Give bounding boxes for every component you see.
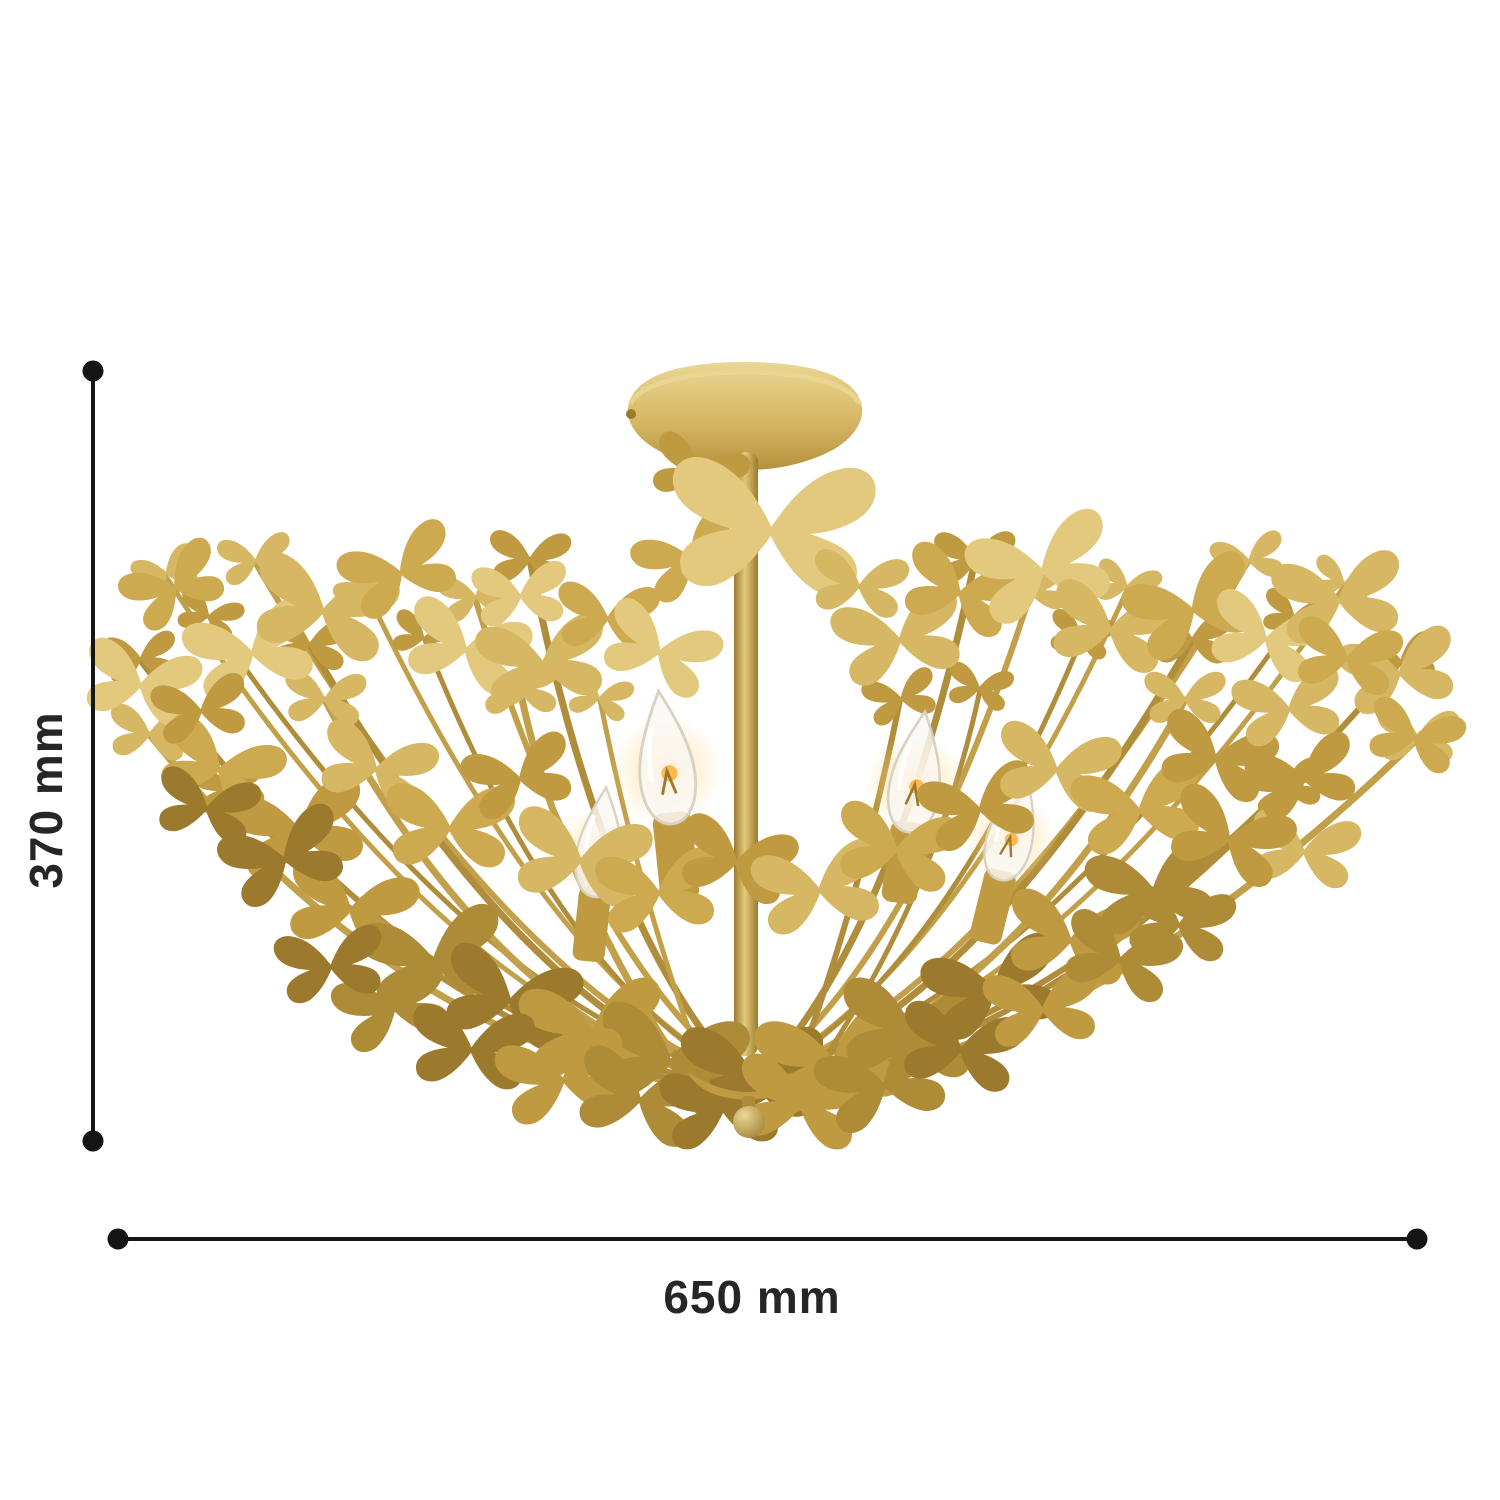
butterflies-lower [159,731,1356,1150]
butterfly [861,667,936,726]
butterfly [982,966,1098,1047]
butterfly [1128,882,1237,962]
bulb-highlight [897,741,913,791]
butterfly [150,672,245,744]
chandelier-finial [688,1072,808,1138]
butterfly [949,661,1015,711]
bulb-socket [572,886,611,963]
bulb-highlight [646,726,654,782]
candle-bulb [611,687,723,903]
butterfly [1211,588,1329,683]
butterfly [1171,783,1297,888]
butterfly [408,596,533,696]
butterfly [579,1045,710,1147]
bulb-socket [970,868,1016,945]
butterfly [815,549,910,618]
filament-wire [999,833,1013,858]
width-dimension [107,1228,1428,1250]
width-dimension-label: 650 mm [663,1271,841,1323]
butterfly [357,903,500,1010]
canopy-screw [626,409,636,419]
butterfly [177,586,245,642]
butterfly [1070,758,1199,855]
butterfly [603,598,724,698]
butterfly [460,731,572,820]
butterfly [336,519,457,619]
butterfly [118,537,225,631]
butterfly [1161,708,1279,803]
butterflies-upper [86,508,1467,774]
width-dimension-left-dot [107,1228,129,1250]
butterfly [1144,671,1226,724]
butterfly [840,800,962,892]
butterfly [159,766,262,845]
butterfly [1231,665,1340,747]
height-dimension [82,360,104,1152]
height-dimension-label: 370 mm [20,711,72,889]
butterfly [904,1000,1026,1092]
butterfly [1244,731,1356,820]
bulb-glass [638,687,698,826]
butterfly [471,561,566,627]
butterfly [1369,696,1467,774]
butterfly [1065,908,1183,1003]
height-dimension-top-dot [82,360,104,382]
chandelier-stem [734,452,758,1056]
butterfly [217,803,343,908]
butterfly [285,669,367,725]
finial-ball [733,1106,765,1138]
filament-wire [661,766,678,796]
filament-spark [1004,833,1019,847]
hub-saucer [688,1072,808,1100]
chandelier-art [86,362,1467,1150]
butterfly [1121,551,1255,661]
butterfly [273,924,382,1004]
butterfly [1298,616,1404,696]
width-dimension-right-dot [1406,1228,1428,1250]
height-dimension-bottom-dot [82,1130,104,1152]
filament-wire [904,779,920,807]
